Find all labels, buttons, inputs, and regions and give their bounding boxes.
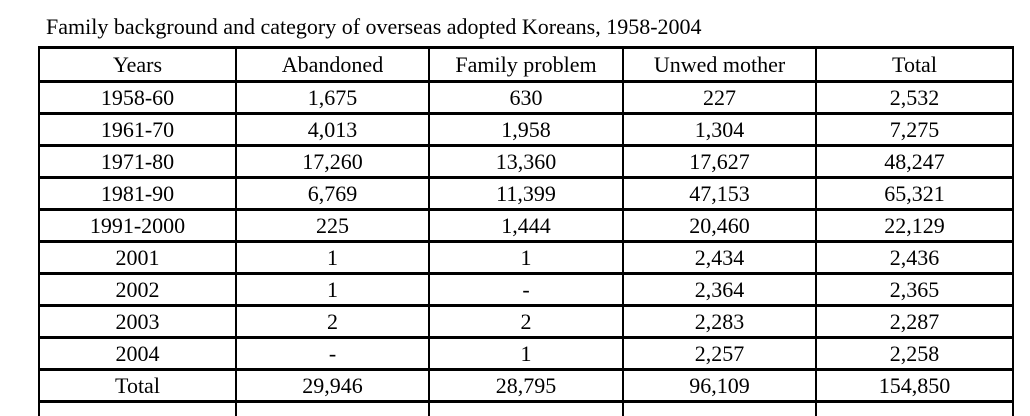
family-problem-cell: 1 (428, 336, 624, 371)
total-cell: 2,258 (815, 336, 1014, 371)
table-body: 1958-60 1,675 630 227 2,532 1961-70 4,01… (38, 80, 1014, 416)
table-row: 1958-60 1,675 630 227 2,532 (38, 80, 1014, 115)
table-row: 2001 1 1 2,434 2,436 (38, 240, 1014, 275)
table-row: 1981-90 6,769 11,399 47,153 65,321 (38, 176, 1014, 211)
total-cell: 2,287 (815, 304, 1014, 339)
row-label-cell (38, 400, 237, 416)
unwed-mother-cell: 96,109 (622, 368, 817, 403)
unwed-mother-cell: 2,283 (622, 304, 817, 339)
abandoned-cell: 1 (235, 240, 430, 275)
family-problem-cell: - (428, 272, 624, 307)
row-label-cell: 2003 (38, 304, 237, 339)
row-label-cell: 1991-2000 (38, 208, 237, 243)
abandoned-cell: 17,260 (235, 144, 430, 179)
abandoned-cell: 1 (235, 272, 430, 307)
family-problem-cell: 11,399 (428, 176, 624, 211)
unwed-mother-cell: 2,434 (622, 240, 817, 275)
unwed-mother-cell: 2,364 (622, 272, 817, 307)
family-problem-cell: 630 (428, 80, 624, 115)
unwed-mother-cell (622, 400, 817, 416)
unwed-mother-cell: 47,153 (622, 176, 817, 211)
column-header-years: Years (38, 46, 237, 83)
family-problem-cell: 28,795 (428, 368, 624, 403)
family-problem-cell (428, 400, 624, 416)
unwed-mother-cell: 17,627 (622, 144, 817, 179)
table-row: 1961-70 4,013 1,958 1,304 7,275 (38, 112, 1014, 147)
unwed-mother-cell: 20,460 (622, 208, 817, 243)
abandoned-cell: - (235, 336, 430, 371)
abandoned-cell: 4,013 (235, 112, 430, 147)
row-label-cell: 1981-90 (38, 176, 237, 211)
table-row: 1971-80 17,260 13,360 17,627 48,247 (38, 144, 1014, 179)
family-problem-cell: 1,444 (428, 208, 624, 243)
total-cell: 7,275 (815, 112, 1014, 147)
abandoned-cell: 6,769 (235, 176, 430, 211)
family-problem-cell: 2 (428, 304, 624, 339)
row-label-cell: 1971-80 (38, 144, 237, 179)
family-problem-cell: 1 (428, 240, 624, 275)
unwed-mother-cell: 227 (622, 80, 817, 115)
table-caption: Family background and category of overse… (46, 14, 702, 39)
column-header-total: Total (815, 46, 1014, 83)
row-label-cell: 2004 (38, 336, 237, 371)
abandoned-cell: 29,946 (235, 368, 430, 403)
table-row: 1991-2000 225 1,444 20,460 22,129 (38, 208, 1014, 243)
row-label-cell: 1961-70 (38, 112, 237, 147)
total-cell: 2,365 (815, 272, 1014, 307)
total-cell: 48,247 (815, 144, 1014, 179)
row-label-cell: 1958-60 (38, 80, 237, 115)
table-row-partial (38, 400, 1014, 416)
family-problem-cell: 13,360 (428, 144, 624, 179)
table-row: 2002 1 - 2,364 2,365 (38, 272, 1014, 307)
total-cell: 65,321 (815, 176, 1014, 211)
column-header-unwed-mother: Unwed mother (622, 46, 817, 83)
table-header: Years Abandoned Family problem Unwed mot… (38, 46, 1014, 83)
total-cell (815, 400, 1014, 416)
total-cell: 22,129 (815, 208, 1014, 243)
adoption-table: Years Abandoned Family problem Unwed mot… (38, 46, 1014, 416)
header-row: Years Abandoned Family problem Unwed mot… (38, 46, 1014, 83)
table-row: 2003 2 2 2,283 2,287 (38, 304, 1014, 339)
abandoned-cell: 225 (235, 208, 430, 243)
column-header-abandoned: Abandoned (235, 46, 430, 83)
table-row: 2004 - 1 2,257 2,258 (38, 336, 1014, 371)
column-header-family-problem: Family problem (428, 46, 624, 83)
unwed-mother-cell: 2,257 (622, 336, 817, 371)
total-cell: 2,532 (815, 80, 1014, 115)
row-label-cell: 2001 (38, 240, 237, 275)
abandoned-cell: 1,675 (235, 80, 430, 115)
abandoned-cell (235, 400, 430, 416)
row-label-cell: Total (38, 368, 237, 403)
total-cell: 2,436 (815, 240, 1014, 275)
family-problem-cell: 1,958 (428, 112, 624, 147)
total-row: Total 29,946 28,795 96,109 154,850 (38, 368, 1014, 403)
row-label-cell: 2002 (38, 272, 237, 307)
total-cell: 154,850 (815, 368, 1014, 403)
unwed-mother-cell: 1,304 (622, 112, 817, 147)
abandoned-cell: 2 (235, 304, 430, 339)
